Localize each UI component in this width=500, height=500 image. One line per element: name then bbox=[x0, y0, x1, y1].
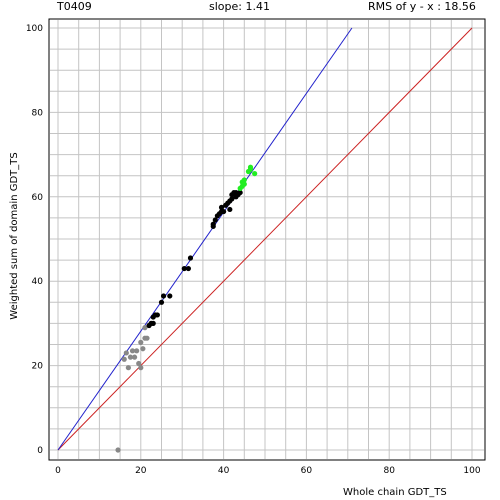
data-point bbox=[154, 312, 160, 318]
data-point bbox=[237, 189, 243, 196]
data-point bbox=[241, 181, 247, 187]
data-point bbox=[136, 360, 142, 367]
data-point bbox=[150, 320, 156, 326]
y-tick-label: 100 bbox=[26, 24, 43, 34]
y-tick-label: 80 bbox=[32, 108, 44, 118]
data-points bbox=[115, 164, 258, 453]
data-point bbox=[115, 447, 121, 453]
data-point bbox=[181, 265, 187, 272]
reference-lines bbox=[57, 27, 473, 451]
rms-readout: RMS of y - x : 18.56 bbox=[368, 0, 476, 13]
fit-line bbox=[57, 27, 353, 451]
plot-frame bbox=[48, 18, 486, 461]
data-point bbox=[187, 255, 194, 261]
target-id: T0409 bbox=[57, 0, 92, 13]
data-point bbox=[210, 221, 216, 227]
data-point bbox=[221, 208, 227, 215]
y-tick-label: 0 bbox=[37, 446, 43, 456]
data-point bbox=[125, 365, 131, 371]
data-point bbox=[131, 354, 138, 360]
data-point bbox=[212, 217, 218, 223]
data-point bbox=[167, 293, 173, 299]
y-axis-label: Weighted sum of domain GDT_TS bbox=[9, 152, 20, 319]
data-point bbox=[142, 325, 148, 331]
x-axis-label: Whole chain GDT_TS bbox=[343, 487, 447, 498]
data-point bbox=[121, 356, 127, 362]
data-point bbox=[227, 206, 233, 213]
y-tick-label: 40 bbox=[32, 277, 44, 287]
x-tick-label: 0 bbox=[55, 466, 61, 476]
data-point bbox=[138, 365, 144, 371]
x-tick-label: 60 bbox=[301, 466, 313, 476]
grid bbox=[50, 20, 484, 459]
data-point bbox=[138, 339, 144, 345]
x-tick-label: 100 bbox=[463, 466, 480, 476]
data-point bbox=[160, 293, 167, 299]
data-point bbox=[144, 335, 150, 341]
data-point bbox=[134, 348, 140, 354]
data-point bbox=[218, 204, 225, 210]
data-point bbox=[127, 354, 134, 360]
data-point bbox=[241, 177, 247, 183]
y-tick-label: 60 bbox=[32, 193, 44, 203]
data-point bbox=[252, 170, 258, 177]
x-tick-label: 20 bbox=[135, 466, 147, 476]
data-point bbox=[123, 350, 129, 356]
x-tick-label: 80 bbox=[383, 466, 395, 476]
slope-readout: slope: 1.41 bbox=[209, 0, 270, 13]
data-point bbox=[185, 265, 192, 272]
data-point bbox=[247, 164, 254, 170]
data-point bbox=[140, 346, 146, 352]
data-point bbox=[158, 299, 165, 305]
data-point bbox=[129, 348, 136, 354]
y-tick-label: 20 bbox=[32, 362, 44, 372]
diagonal-line bbox=[57, 27, 473, 451]
data-point bbox=[229, 196, 235, 202]
x-tick-label: 40 bbox=[218, 466, 230, 476]
axis-ticks: 0 20 40 60 80 100 0 20 40 60 80 100 bbox=[26, 24, 481, 476]
